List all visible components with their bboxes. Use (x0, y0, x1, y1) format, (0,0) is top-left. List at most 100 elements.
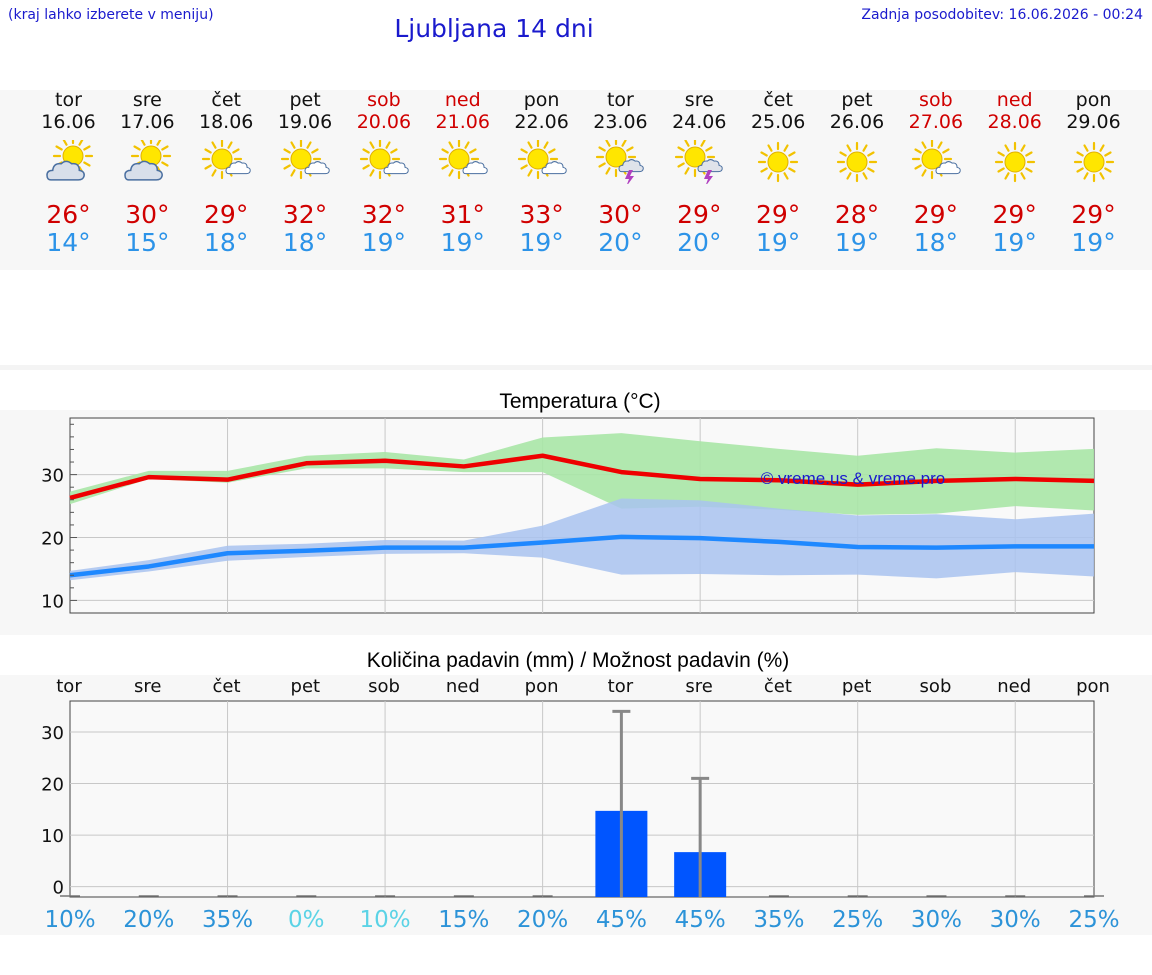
precipitation-chance-label: 25% (832, 907, 883, 933)
y-tick-label: 30 (41, 466, 64, 487)
day-column: čet 18.06 29° 18° (187, 90, 266, 256)
day-name: pon (523, 89, 560, 111)
last-update: Zadnja posodobitev: 16.06.2026 - 00:24 (861, 7, 1143, 23)
temp-max: 30° (598, 200, 643, 229)
day-column: sre 24.06 29° 20° (660, 90, 739, 256)
partly-cloudy-icon (124, 140, 172, 181)
temp-min: 19° (1071, 228, 1116, 257)
day-label: tor (608, 676, 634, 697)
day-label: sob (920, 676, 952, 697)
day-name: sob (919, 89, 953, 111)
sunny-icon (994, 141, 1035, 183)
day-date: 21.06 (435, 111, 490, 133)
mostly-sunny-icon (438, 140, 488, 180)
precipitation-chart-title: Količina padavin (mm) / Možnost padavin … (367, 649, 790, 672)
max-temperature-line (69, 453, 1095, 501)
day-column: čet 25.06 29° 19° (739, 90, 818, 256)
temp-max: 30° (125, 200, 170, 229)
day-label: sre (685, 676, 712, 697)
day-name: sob (367, 89, 401, 111)
temperature-chart-title: Temperatura (°C) (499, 390, 660, 413)
sunny-icon (758, 141, 799, 183)
divider (0, 365, 1152, 370)
precipitation-grid (69, 700, 1095, 898)
day-name: pet (289, 89, 321, 111)
precipitation-chance-label: 10% (44, 907, 95, 933)
day-date: 27.06 (908, 111, 964, 133)
day-column: pon 29.06 29° 19° (1054, 90, 1133, 256)
temp-min: 18° (204, 228, 249, 257)
day-column: tor 16.06 26° 14° (29, 90, 108, 256)
temp-max: 31° (440, 200, 485, 229)
precipitation-chance-label: 0% (288, 907, 325, 933)
precipitation-chance-label: 20% (123, 907, 174, 933)
day-date: 28.06 (987, 111, 1042, 133)
day-column: sre 17.06 30° 15° (108, 90, 187, 256)
temp-min: 20° (598, 228, 643, 257)
day-column: ned 21.06 31° 19° (423, 90, 502, 256)
day-label: sob (368, 676, 400, 697)
precipitation-day-labels: tor sre čet pet sob ned pon tor sre čet pet sob ned p… (56, 676, 1110, 697)
temp-min: 19° (440, 228, 485, 257)
day-date: 16.06 (41, 111, 96, 133)
temp-min: 18° (913, 228, 958, 257)
day-date: 19.06 (277, 111, 333, 133)
day-name: sre (684, 89, 714, 111)
precipitation-plot-area (69, 700, 1095, 898)
day-date: 22.06 (514, 111, 569, 133)
y-tick-label: 20 (41, 775, 64, 796)
y-tick-label: 0 (53, 878, 64, 899)
max-temperature-range-band (70, 433, 1094, 515)
day-name: čet (763, 89, 793, 111)
temp-min: 19° (755, 228, 801, 257)
daily-forecast-strip (0, 90, 1152, 270)
mostly-sunny-icon (202, 140, 251, 180)
day-column: sob 20.06 32° 19° (344, 90, 423, 256)
day-column: sob 27.06 29° 18° (896, 90, 975, 256)
day-label: čet (764, 676, 792, 697)
day-name: pon (1075, 89, 1112, 111)
day-name: pet (841, 89, 873, 111)
thunderstorm-sun-icon (596, 140, 645, 184)
day-label: ned (446, 676, 480, 697)
precipitation-chance-label: 30% (911, 907, 962, 933)
precipitation-chance-label: 15% (438, 907, 489, 933)
day-date: 29.06 (1066, 111, 1121, 133)
day-column: pon 22.06 33° 19° (502, 90, 581, 256)
thunderstorm-sun-icon (675, 140, 724, 184)
precipitation-chance-label: 30% (990, 907, 1041, 933)
day-label: tor (56, 676, 82, 697)
day-name: ned (996, 89, 1033, 111)
temp-min: 19° (992, 228, 1037, 257)
watermark: © vreme.us & vreme.pro (761, 469, 945, 488)
y-tick-label: 20 (41, 529, 64, 550)
precipitation-chance-label: 10% (360, 907, 411, 933)
mostly-sunny-icon (359, 140, 409, 180)
location-hint[interactable]: (kraj lahko izberete v meniju) (8, 7, 214, 23)
day-name: sre (132, 89, 162, 111)
mostly-sunny-icon (911, 140, 961, 180)
day-date: 25.06 (750, 111, 806, 133)
temp-min: 20° (677, 228, 722, 257)
day-label: pon (525, 676, 559, 697)
temp-min: 19° (834, 228, 880, 257)
day-column: tor 23.06 30° 20° (581, 90, 660, 256)
sunny-icon (1073, 141, 1114, 183)
temp-min: 18° (282, 228, 328, 257)
day-date: 24.06 (672, 111, 727, 133)
day-label: čet (213, 676, 241, 697)
day-column: ned 28.06 29° 19° (975, 90, 1054, 256)
temp-max: 29° (992, 200, 1037, 229)
day-label: pet (842, 676, 872, 697)
precipitation-chance-label: 35% (753, 907, 804, 933)
day-date: 17.06 (120, 111, 175, 133)
temp-max: 33° (519, 200, 564, 229)
precipitation-y-axis: 0 10 20 30 (41, 723, 64, 899)
precipitation-chance-label: 20% (517, 907, 568, 933)
temperature-y-axis: 10 20 30 (41, 423, 77, 612)
day-label: pon (1076, 676, 1110, 697)
mostly-sunny-icon (280, 140, 330, 180)
y-tick-label: 30 (41, 723, 64, 744)
sunny-icon (836, 141, 878, 183)
